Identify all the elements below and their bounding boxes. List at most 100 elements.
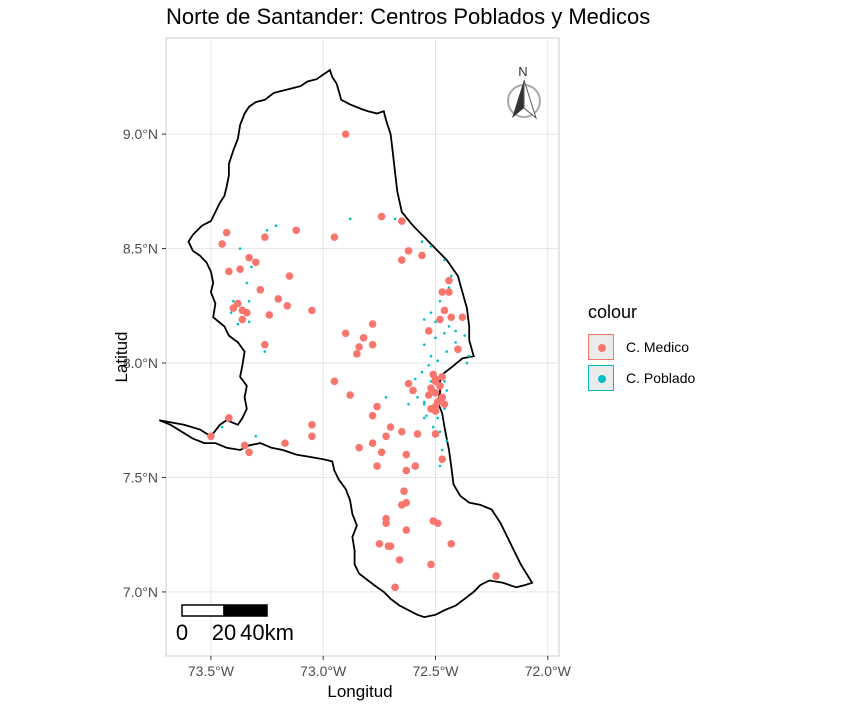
centro-medico-point bbox=[256, 285, 265, 294]
centro-poblado-point bbox=[447, 325, 451, 328]
centro-medico-point bbox=[225, 267, 233, 276]
legend-title: colour bbox=[588, 302, 638, 322]
centro-medico-point bbox=[375, 540, 384, 548]
centro-poblado-point bbox=[384, 396, 388, 399]
centro-poblado-point bbox=[445, 389, 449, 392]
legend-key-c-medico bbox=[588, 334, 614, 360]
legend-dot-icon bbox=[598, 375, 606, 383]
centro-medico-point bbox=[438, 455, 447, 463]
centro-poblado-point bbox=[425, 414, 428, 417]
y-tick-label: 7.5°N bbox=[123, 469, 158, 485]
centro-medico-point bbox=[424, 391, 433, 399]
centro-medico-point bbox=[424, 327, 433, 335]
centro-medico-point bbox=[447, 540, 456, 548]
centro-medico-point bbox=[225, 414, 233, 422]
centro-medico-point bbox=[274, 295, 283, 303]
centro-poblado-point bbox=[416, 396, 419, 399]
centro-medico-point bbox=[285, 272, 294, 280]
centro-medico-point bbox=[427, 560, 435, 569]
centro-poblado-point bbox=[438, 430, 442, 433]
centro-poblado-point bbox=[447, 286, 451, 289]
centro-poblado-point bbox=[265, 228, 269, 232]
centro-medico-point bbox=[265, 311, 274, 319]
centro-medico-point bbox=[445, 276, 453, 285]
centro-medico-point bbox=[236, 265, 244, 273]
y-axis-label: Latitud bbox=[112, 331, 131, 383]
centro-medico-point bbox=[402, 526, 411, 534]
centro-medico-point bbox=[386, 423, 395, 431]
centro-poblado-point bbox=[247, 299, 251, 303]
centro-medico-point bbox=[411, 462, 420, 470]
centro-medico-point bbox=[431, 388, 440, 397]
centro-poblado-point bbox=[467, 354, 471, 358]
y-tick-label: 7.0°N bbox=[123, 584, 158, 600]
scale-bar-label-0: 0 bbox=[176, 620, 188, 645]
centro-medico-point bbox=[330, 233, 339, 241]
centro-poblado-point bbox=[422, 402, 426, 406]
grid-lines bbox=[166, 38, 559, 656]
centro-poblado-point bbox=[438, 299, 442, 303]
centro-poblado-point bbox=[454, 329, 457, 333]
north-arrow-dark-half-icon bbox=[512, 80, 524, 118]
centro-medico-point bbox=[398, 217, 406, 225]
centro-medico-point bbox=[207, 432, 215, 441]
centro-medico-point bbox=[341, 130, 350, 138]
centro-medico-point bbox=[447, 313, 456, 322]
centro-medico-point bbox=[222, 228, 231, 237]
centro-poblado-point bbox=[434, 320, 437, 324]
legend-item-c-poblado: C. Poblado bbox=[588, 364, 695, 392]
series-c-medico bbox=[207, 130, 500, 592]
centro-medico-point bbox=[218, 240, 226, 248]
centro-medico-point bbox=[283, 302, 292, 310]
centro-poblado-point bbox=[229, 311, 233, 314]
centro-medico-point bbox=[413, 430, 422, 438]
centro-medico-point bbox=[440, 400, 449, 409]
centro-poblado-point bbox=[220, 425, 224, 429]
centro-poblado-point bbox=[236, 322, 240, 326]
centro-poblado-point bbox=[238, 247, 242, 250]
centro-medico-point bbox=[431, 407, 440, 415]
centro-poblado-point bbox=[440, 448, 444, 452]
x-tick-label: 73.0°W bbox=[300, 663, 347, 679]
centro-medico-point bbox=[395, 556, 404, 564]
centro-medico-point bbox=[404, 379, 413, 388]
scale-bar: 0 20 40km bbox=[176, 604, 294, 645]
centro-poblado-point bbox=[438, 464, 442, 468]
centro-poblado-point bbox=[443, 258, 446, 262]
centro-medico-point bbox=[243, 308, 251, 317]
centro-medico-point bbox=[308, 432, 316, 441]
centro-medico-point bbox=[402, 466, 411, 475]
department-boundary bbox=[158, 68, 534, 619]
centro-medico-point bbox=[330, 377, 339, 386]
centro-poblado-point bbox=[436, 359, 440, 363]
north-arrow: N bbox=[507, 64, 541, 120]
centro-medico-point bbox=[431, 430, 440, 438]
centro-poblado-point bbox=[429, 311, 433, 314]
centro-medico-point bbox=[440, 306, 449, 315]
x-tick-label: 72.0°W bbox=[525, 663, 572, 679]
centro-poblado-point bbox=[348, 217, 352, 221]
centro-poblado-point bbox=[429, 354, 433, 358]
scale-bar-white-segment bbox=[181, 604, 225, 617]
centro-poblado-point bbox=[465, 361, 469, 365]
centro-medico-point bbox=[368, 411, 377, 420]
centro-medico-point bbox=[368, 340, 377, 349]
centro-poblado-point bbox=[422, 343, 426, 347]
centro-poblado-point bbox=[449, 274, 453, 278]
centro-poblado-point bbox=[263, 350, 267, 353]
centro-medico-point bbox=[458, 313, 467, 322]
centro-poblado-point bbox=[427, 364, 431, 367]
centro-poblado-point bbox=[434, 336, 437, 340]
centro-medico-point bbox=[377, 212, 386, 221]
centro-medico-point bbox=[252, 258, 260, 267]
centro-medico-point bbox=[492, 572, 500, 580]
centro-medico-point bbox=[429, 370, 438, 379]
scale-bar-label-20: 20 bbox=[212, 620, 236, 645]
x-tick-label: 73.5°W bbox=[188, 663, 235, 679]
centro-medico-point bbox=[308, 306, 316, 315]
centro-medico-point bbox=[346, 391, 354, 399]
centro-medico-point bbox=[281, 439, 289, 447]
centro-medico-point bbox=[240, 441, 249, 450]
centro-medico-point bbox=[409, 386, 417, 395]
centro-poblado-point bbox=[445, 350, 449, 353]
